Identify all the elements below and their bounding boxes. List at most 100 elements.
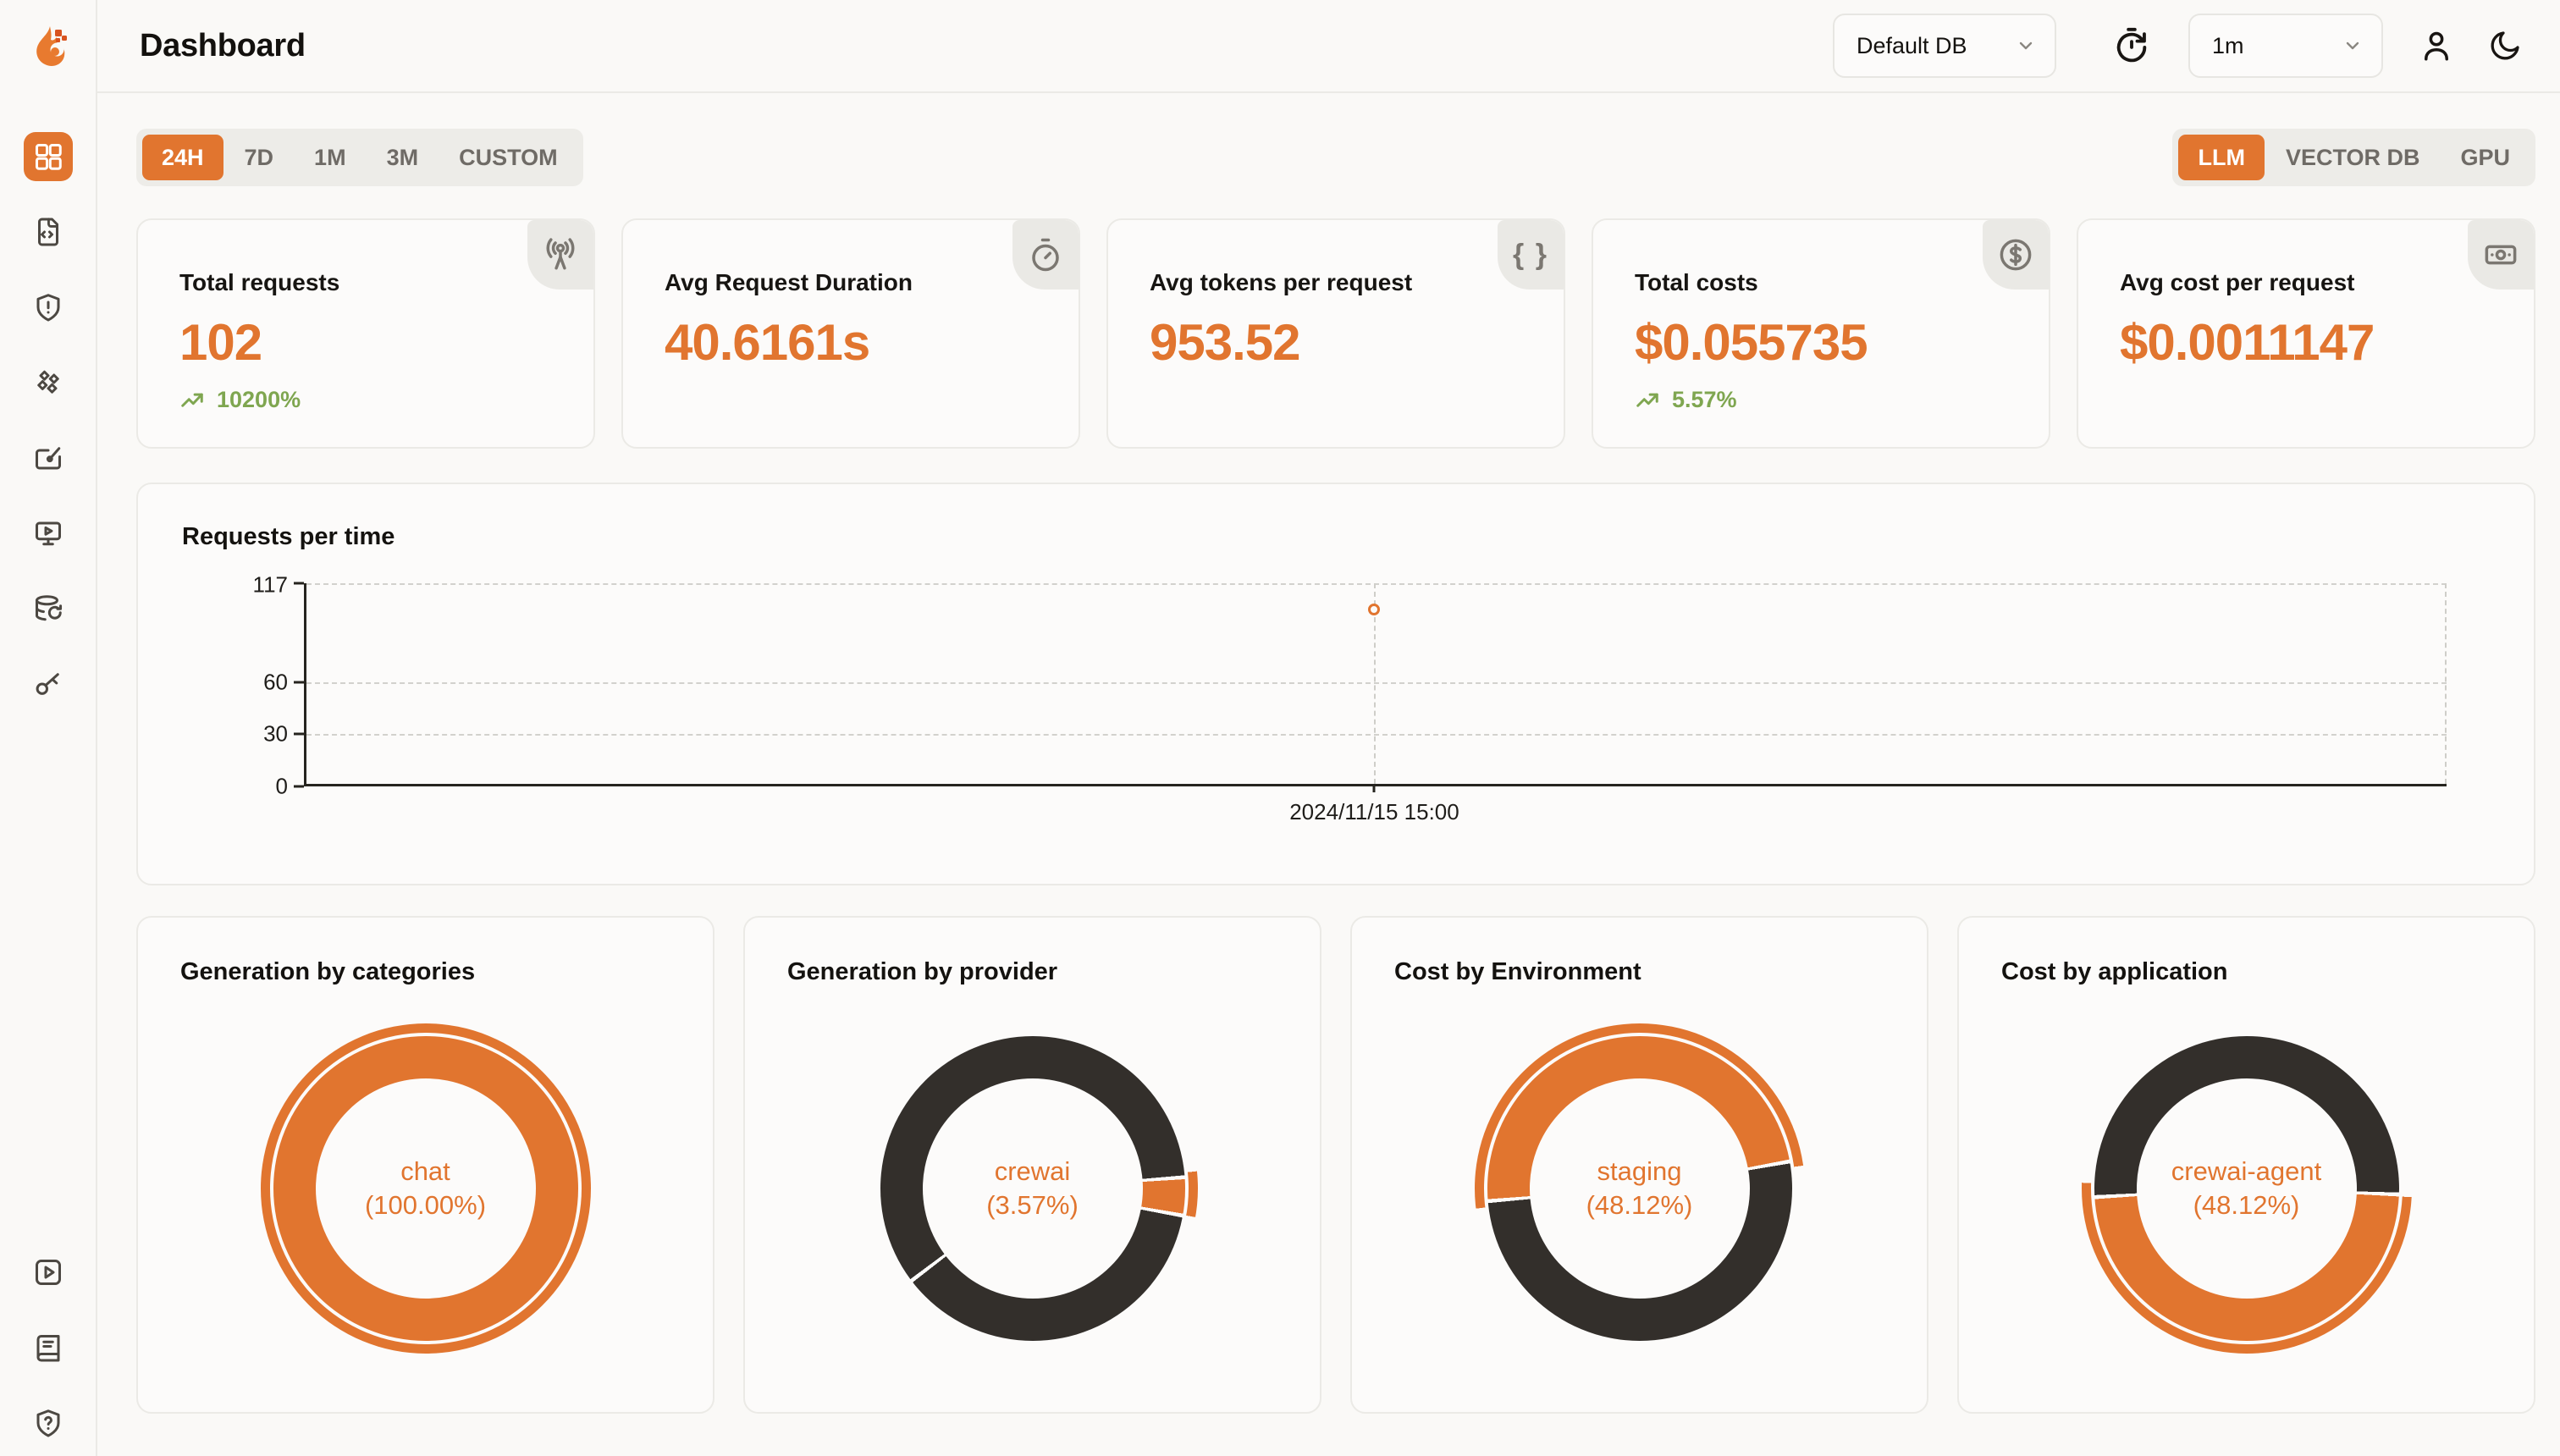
donut-center-pct: (100.00%) (364, 1190, 487, 1220)
x-tick-label: 2024/11/15 15:00 (1289, 799, 1459, 825)
card-icon-badge: { } (1498, 220, 1564, 290)
refresh-history-button[interactable] (2112, 26, 2151, 65)
stat-delta: 5.57% (1635, 387, 2023, 413)
chart-title: Requests per time (182, 523, 395, 550)
content-column: Dashboard Default DB 1m (97, 0, 2560, 1456)
y-tick-label: 0 (275, 773, 288, 799)
plot-right-edge-line (2445, 583, 2447, 784)
donut-title: Cost by application (2001, 958, 2228, 985)
gridline (306, 682, 2447, 684)
layout-grid-icon (35, 144, 62, 170)
donut-chart[interactable]: crewai (3.57%) (867, 1023, 1198, 1354)
donut-chart[interactable]: chat (100.00%) (260, 1023, 591, 1354)
donut-center-label: chat (100.00%) (261, 1023, 591, 1354)
y-tick (294, 785, 304, 788)
top-bar: Dashboard Default DB 1m (97, 0, 2560, 93)
profile-button[interactable] (2419, 28, 2454, 63)
tab-gpu[interactable]: GPU (2441, 135, 2530, 180)
chevron-down-icon (2346, 41, 2359, 50)
donut-hole (315, 1078, 536, 1299)
stat-label: Avg tokens per request (1150, 269, 1413, 295)
donut-panel-provider: Generation by provider crewai (3.57%) (743, 916, 1321, 1414)
requests-chart-panel: Requests per time 117 60 30 0 (136, 483, 2535, 885)
stat-label: Avg Request Duration (665, 269, 913, 295)
sidebar-item-datasets[interactable] (24, 584, 73, 633)
sidebar-item-api-keys[interactable] (24, 659, 73, 709)
moon-icon (2491, 31, 2519, 60)
tab-7d[interactable]: 7D (225, 135, 294, 180)
database-select-value: Default DB (1857, 32, 1967, 58)
y-tick (294, 681, 304, 684)
page-title: Dashboard (140, 27, 306, 63)
donut-chart[interactable]: staging (48.12%) (1474, 1023, 1805, 1354)
donut-title: Generation by categories (180, 958, 476, 985)
donut-hole (922, 1078, 1143, 1299)
sidebar-item-integrations[interactable] (24, 358, 73, 407)
chevron-down-icon (2019, 41, 2033, 50)
stat-card-total-costs: Total costs $0.055735 5.57% (1592, 218, 2050, 449)
stat-label: Total costs (1635, 269, 1758, 295)
stat-delta-value: 5.57% (1672, 387, 1737, 412)
donut-panel-environment: Cost by Environment staging (48.12%) (1350, 916, 1928, 1414)
donut-hole (2136, 1078, 2357, 1299)
sidebar-nav (0, 93, 96, 709)
interval-select[interactable]: 1m (2188, 14, 2383, 78)
donut-center-name: chat (400, 1155, 450, 1186)
sidebar-footer-nav (0, 1248, 96, 1448)
square-play-icon (35, 1260, 61, 1285)
database-restore-icon (35, 595, 62, 621)
card-icon-badge (527, 220, 593, 290)
sidebar-item-annotations[interactable] (24, 433, 73, 483)
database-select[interactable]: Default DB (1833, 14, 2056, 78)
timer-icon (1032, 238, 1059, 272)
tabs-row: 24H 7D 1M 3M CUSTOM LLM VECTOR DB GPU (136, 129, 2535, 186)
donut-center-name: crewai (994, 1155, 1071, 1186)
data-point[interactable] (1368, 604, 1381, 615)
sidebar-item-dashboard[interactable] (23, 132, 73, 181)
board-pen-icon (35, 447, 61, 470)
sidebar-item-playground[interactable] (24, 509, 73, 558)
time-range-tabs: 24H 7D 1M 3M CUSTOM (136, 129, 583, 186)
donut-center-pct: (3.57%) (986, 1190, 1079, 1220)
sidebar-item-support[interactable] (24, 1398, 73, 1448)
tab-1m[interactable]: 1M (295, 135, 366, 180)
tab-vector-db[interactable]: VECTOR DB (2266, 135, 2440, 180)
tab-24h[interactable]: 24H (142, 135, 223, 180)
y-tick-label: 30 (263, 720, 288, 747)
book-icon (36, 1335, 59, 1362)
trending-up-icon (181, 393, 203, 407)
tab-3m[interactable]: 3M (367, 135, 439, 180)
stat-cards-row: Total requests 102 10200% (136, 218, 2535, 449)
tab-custom[interactable]: CUSTOM (439, 135, 577, 180)
line-chart: 117 60 30 0 2024/11/15 15:00 (253, 572, 2447, 825)
card-icon-badge (2468, 220, 2534, 290)
gridline (306, 734, 2447, 736)
y-tick-label: 117 (252, 571, 288, 598)
tab-llm[interactable]: LLM (2178, 135, 2265, 180)
donut-center-label: staging (48.12%) (1475, 1023, 1805, 1354)
donut-chart[interactable]: crewai-agent (48.12%) (2081, 1023, 2412, 1354)
sidebar-item-tutorials[interactable] (24, 1248, 73, 1297)
app-logo[interactable] (0, 0, 96, 93)
donut-center-label: crewai-agent (48.12%) (2082, 1023, 2412, 1354)
banknote-icon (2485, 245, 2517, 265)
shield-question-icon (36, 1409, 59, 1437)
stat-delta: 10200% (179, 387, 568, 413)
card-icon-badge (1983, 220, 2049, 290)
y-tick-label: 60 (263, 669, 288, 695)
stat-value: 953.52 (1150, 314, 1301, 371)
sidebar-item-docs[interactable] (24, 1323, 73, 1372)
theme-toggle-button[interactable] (2488, 29, 2522, 63)
sidebar-item-traces[interactable] (24, 207, 73, 256)
stat-card-total-requests: Total requests 102 10200% (136, 218, 595, 449)
stat-value: $0.0011147 (2120, 314, 2375, 371)
user-icon (2425, 31, 2448, 61)
gridline (306, 583, 2447, 585)
donut-center-label: crewai (3.57%) (868, 1023, 1198, 1354)
sidebar-item-evaluations[interactable] (24, 283, 73, 332)
donut-center-pct: (48.12%) (1586, 1190, 1693, 1220)
donut-hole (1529, 1078, 1750, 1299)
stat-card-avg-cost: Avg cost per request $0.0011147 (2077, 218, 2535, 449)
radio-tower-icon (546, 238, 575, 270)
